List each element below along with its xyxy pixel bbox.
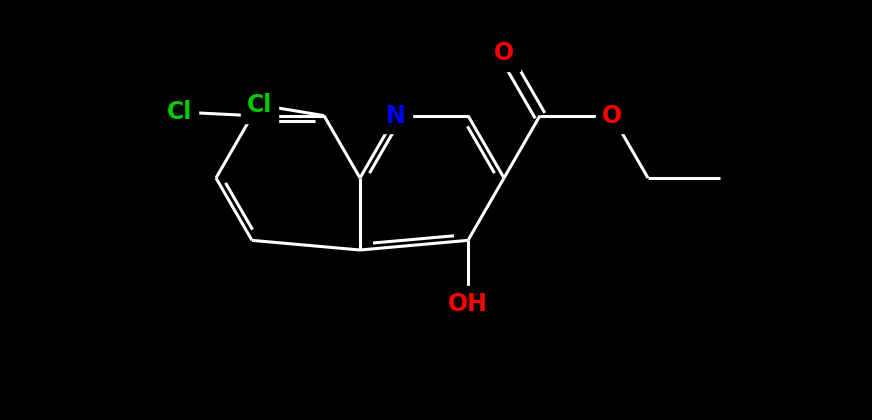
Text: O: O bbox=[602, 104, 622, 128]
Text: N: N bbox=[386, 104, 405, 128]
Text: OH: OH bbox=[448, 292, 488, 316]
Text: Cl: Cl bbox=[247, 93, 272, 117]
Text: Cl: Cl bbox=[167, 100, 193, 124]
Text: O: O bbox=[494, 41, 514, 65]
